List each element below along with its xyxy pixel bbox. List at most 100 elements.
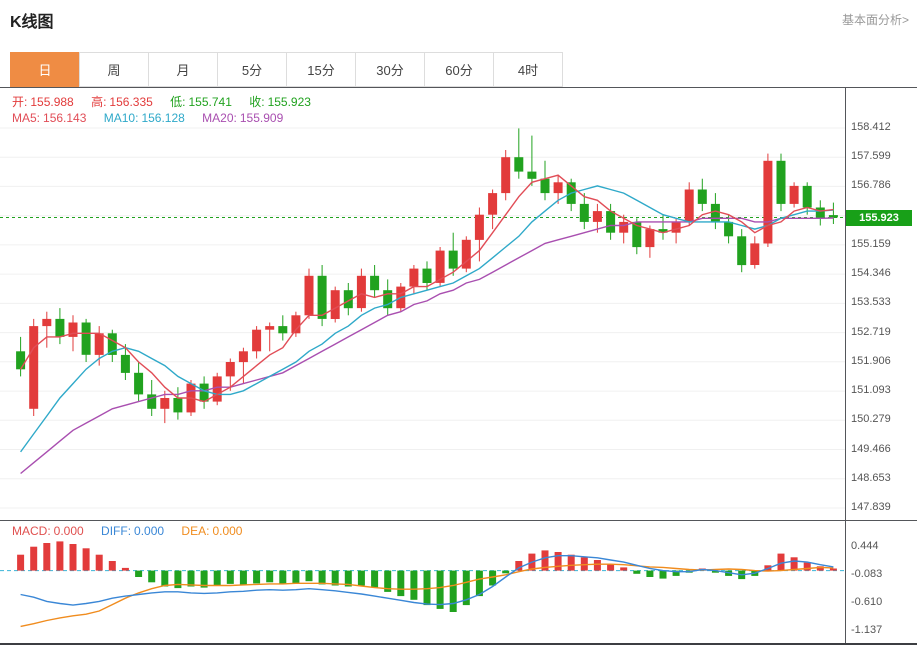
macd-histogram-bar <box>371 570 379 588</box>
candle-body <box>789 185 799 204</box>
diff-line <box>20 555 834 606</box>
macd-histogram-bar <box>607 564 615 571</box>
macd-histogram-bar <box>161 570 169 587</box>
candle-body <box>435 250 445 283</box>
candle-body <box>107 333 117 355</box>
candle-body <box>488 193 498 215</box>
candle-body <box>592 211 602 222</box>
macd-histogram-bar <box>30 546 38 571</box>
candle-body <box>55 318 65 337</box>
macd-histogram-bar <box>502 570 510 574</box>
candle-body <box>225 362 235 377</box>
macd-axis: 0.444 -0.083 -0.610 -1.137 <box>846 521 917 643</box>
macd-histogram-bar <box>620 567 628 571</box>
macd-chart[interactable] <box>0 521 845 643</box>
tab-4hour[interactable]: 4时 <box>493 52 563 87</box>
macd-info: MACD: 0.000 DIFF: 0.000 DEA: 0.000 <box>12 524 256 538</box>
macd-histogram-bar <box>646 570 654 577</box>
macd-axis-label: -1.137 <box>851 624 883 636</box>
macd-histogram-bar <box>423 570 431 606</box>
macd-histogram-bar <box>226 570 234 584</box>
candle-body <box>724 221 734 237</box>
macd-histogram-bar <box>279 570 287 585</box>
macd-histogram-bar <box>672 570 680 576</box>
macd-histogram-bar <box>266 570 274 583</box>
macd-histogram-bar <box>108 561 116 571</box>
candle-body <box>501 157 511 194</box>
macd-histogram-bar <box>148 570 156 583</box>
price-axis-label: 152.719 <box>851 325 891 338</box>
macd-histogram-bar <box>515 561 523 571</box>
price-axis: 158.412157.599156.786155.973155.159154.3… <box>846 88 917 520</box>
price-axis-label: 156.786 <box>851 179 891 192</box>
macd-histogram-bar <box>580 557 588 571</box>
macd-histogram-bar <box>567 554 575 571</box>
tab-30min[interactable]: 30分 <box>355 52 425 87</box>
candle-body <box>776 160 786 204</box>
candle-body <box>94 333 104 355</box>
tab-15min[interactable]: 15分 <box>286 52 356 87</box>
macd-histogram-bar <box>82 548 90 571</box>
macd-histogram-bar <box>69 544 77 571</box>
candle-body <box>802 185 812 208</box>
candle-body <box>606 211 616 233</box>
macd-histogram-bar <box>829 568 837 571</box>
macd-histogram-bar <box>344 570 352 587</box>
macd-histogram-bar <box>554 552 562 571</box>
ma5-value: MA5: 156.143 <box>12 111 87 125</box>
candle-body <box>199 383 209 402</box>
price-axis-label: 157.599 <box>851 150 891 163</box>
candle-body <box>828 215 838 218</box>
macd-histogram-bar <box>121 567 129 571</box>
candle-body <box>409 268 419 287</box>
candle-body <box>553 182 563 194</box>
tab-5min[interactable]: 5分 <box>217 52 287 87</box>
candle-body <box>763 160 773 244</box>
macd-top-divider <box>0 520 917 521</box>
timeframe-tabs: 日 周 月 5分 15分 30分 60分 4时 <box>10 52 563 87</box>
candle-body <box>134 372 144 395</box>
macd-histogram-bar <box>17 554 25 571</box>
ohlc-info: 开: 155.988 高: 156.335 低: 155.741 收: 155.923 <box>12 93 325 110</box>
candle-body <box>710 203 720 222</box>
tabs-bottom-divider <box>0 87 917 88</box>
candle-body <box>304 275 314 316</box>
candle-body <box>330 290 340 319</box>
ma10-value: MA10: 156.128 <box>103 111 185 125</box>
candle-body <box>684 189 694 222</box>
candle-body <box>750 243 760 265</box>
ma5-line <box>20 174 834 403</box>
tab-60min[interactable]: 60分 <box>424 52 494 87</box>
macd-histogram-bar <box>56 541 64 571</box>
macd-histogram-bar <box>475 570 483 597</box>
candle-body <box>68 322 78 337</box>
candle-body <box>29 326 39 409</box>
price-axis-label: 148.653 <box>851 471 891 484</box>
macd-histogram-bar <box>357 570 365 586</box>
tab-week[interactable]: 周 <box>79 52 149 87</box>
candle-body <box>278 326 288 334</box>
ma20-line <box>20 217 834 475</box>
ma10-line <box>20 185 834 453</box>
price-axis-label: 158.412 <box>851 121 891 133</box>
price-axis-label: 151.906 <box>851 354 891 367</box>
macd-histogram-bar <box>397 570 405 597</box>
low-value: 低: 155.741 <box>170 95 232 109</box>
macd-histogram-bar <box>187 570 195 587</box>
macd-histogram-bar <box>318 570 326 585</box>
candle-body <box>645 229 655 248</box>
fundamental-analysis-link[interactable]: 基本面分析> <box>841 13 909 27</box>
tab-month[interactable]: 月 <box>148 52 218 87</box>
candlestick-chart[interactable] <box>0 88 845 520</box>
tab-day[interactable]: 日 <box>10 52 80 87</box>
candle-body <box>120 354 130 373</box>
candle-body <box>579 203 589 222</box>
ma-info: MA5: 156.143 MA10: 156.128 MA20: 155.909 <box>12 111 297 125</box>
candle-body <box>317 275 327 319</box>
macd-histogram-bar <box>777 553 785 571</box>
macd-histogram-bar <box>384 570 392 592</box>
macd-histogram-bar <box>200 570 208 588</box>
candle-body <box>527 171 537 179</box>
candle-body <box>16 351 26 370</box>
